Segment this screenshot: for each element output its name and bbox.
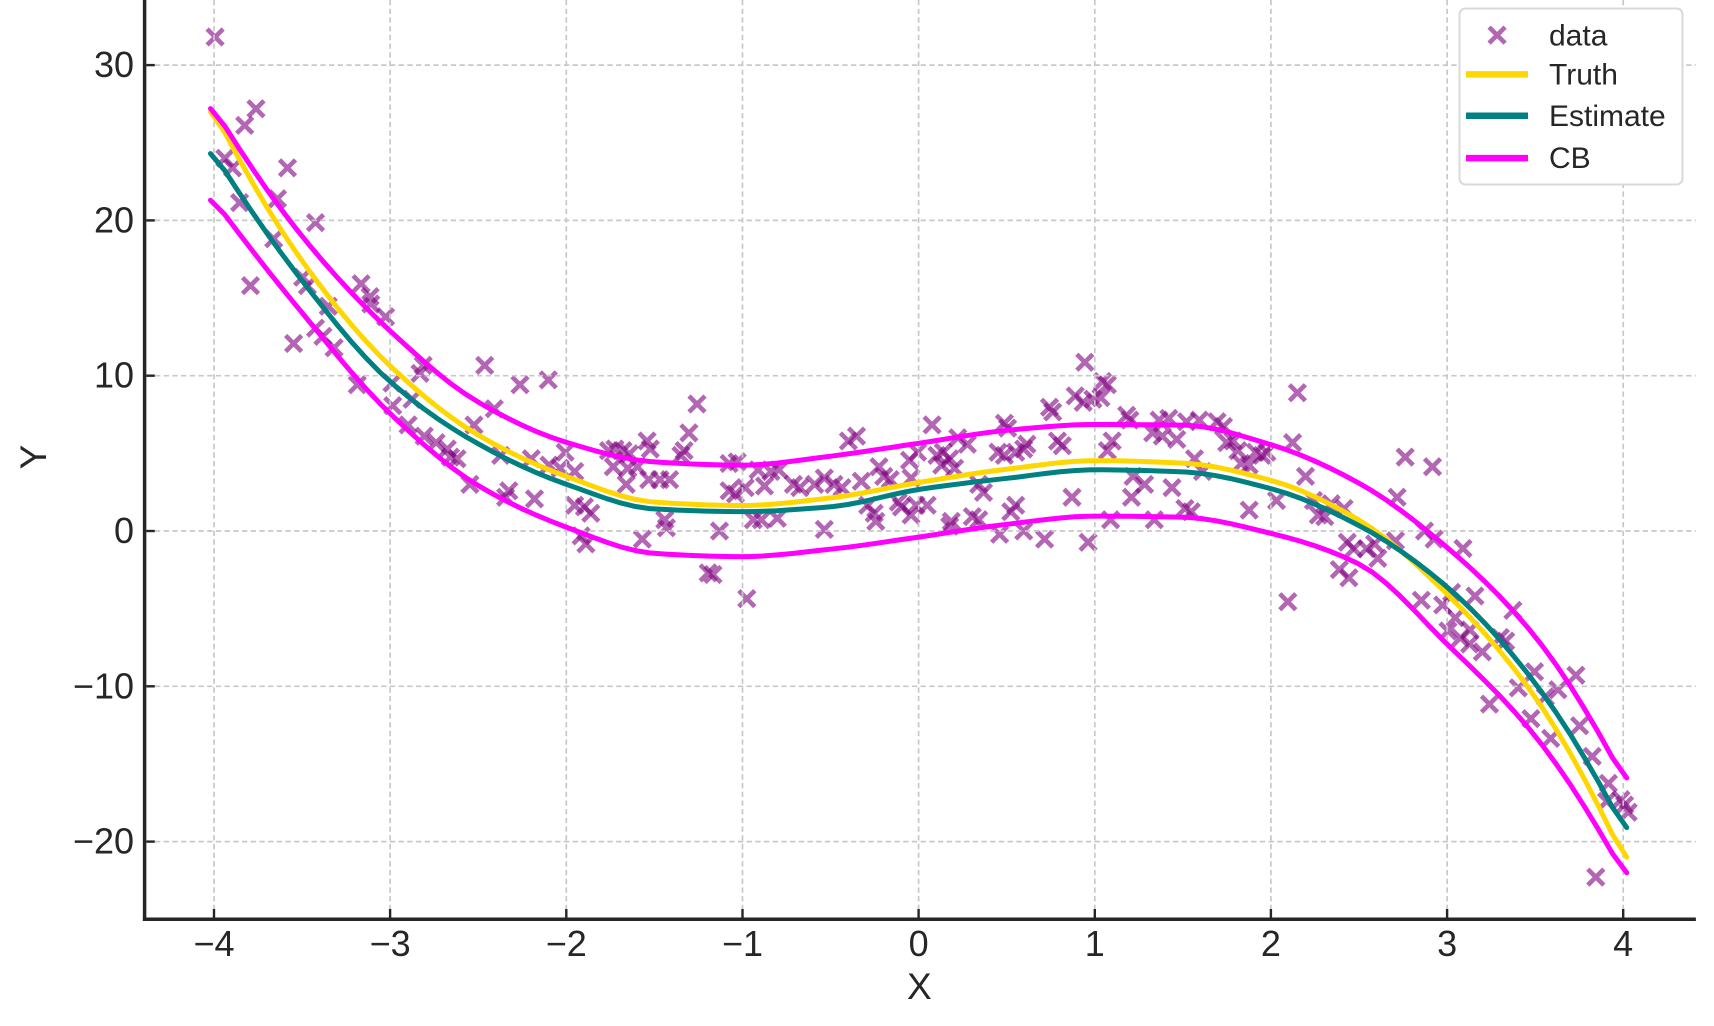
svg-text:data: data — [1549, 19, 1608, 52]
svg-text:4: 4 — [1613, 923, 1633, 964]
svg-text:3: 3 — [1437, 923, 1457, 964]
svg-text:−4: −4 — [193, 923, 234, 964]
svg-text:−10: −10 — [73, 665, 134, 706]
svg-text:0: 0 — [114, 510, 134, 551]
svg-text:20: 20 — [94, 199, 134, 240]
svg-text:0: 0 — [909, 923, 929, 964]
svg-text:1: 1 — [1085, 923, 1105, 964]
svg-text:−20: −20 — [73, 821, 134, 862]
svg-text:Y: Y — [13, 445, 54, 470]
svg-text:−1: −1 — [722, 923, 763, 964]
svg-text:X: X — [907, 966, 932, 1007]
svg-text:2: 2 — [1261, 923, 1281, 964]
svg-text:Estimate: Estimate — [1549, 100, 1666, 133]
svg-text:10: 10 — [94, 355, 134, 396]
svg-text:CB: CB — [1549, 142, 1591, 175]
svg-text:30: 30 — [94, 44, 134, 85]
svg-text:Truth: Truth — [1549, 58, 1618, 91]
svg-text:−2: −2 — [546, 923, 587, 964]
svg-text:−3: −3 — [370, 923, 411, 964]
